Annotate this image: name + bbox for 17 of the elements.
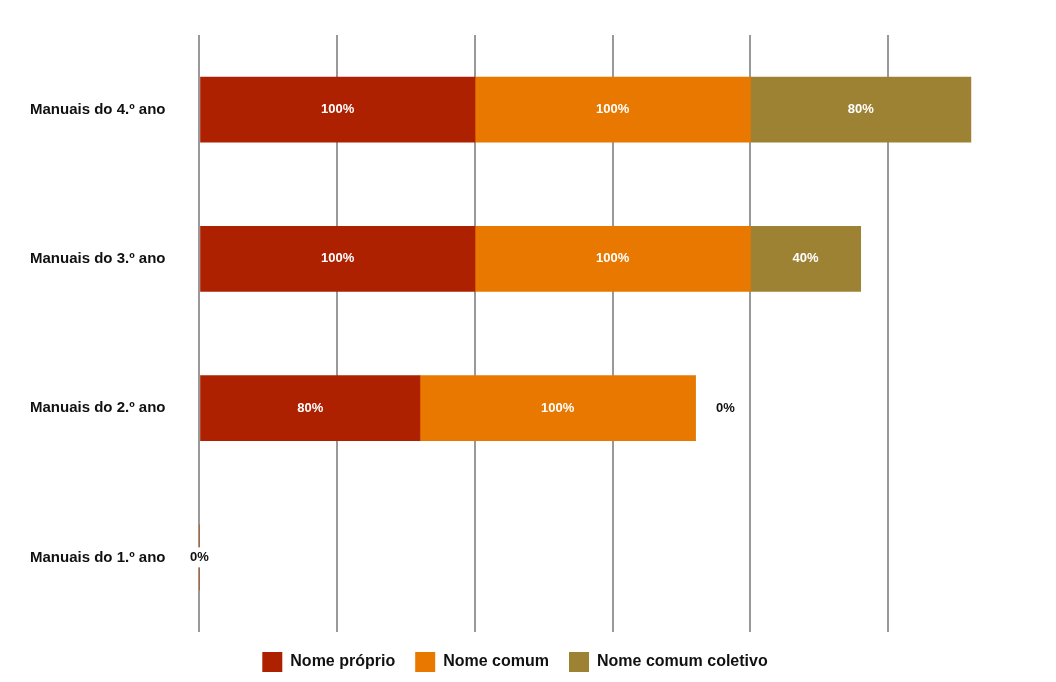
data-label: 100% [321,250,355,266]
data-label: 40% [792,250,820,266]
data-label: 0% [190,548,210,564]
legend-label: Nome próprio [290,652,396,670]
data-label: 100% [321,101,355,117]
legend-label: Nome comum coletivo [596,652,768,670]
data-label: 100% [541,399,575,415]
data-label: 0% [716,399,736,415]
data-label: 80% [297,399,324,415]
data-label: 100% [596,250,630,266]
legend-label: Nome comum [443,652,549,670]
data-label: 100% [596,101,630,117]
y-tick-label: Manuais do 4.º ano [30,99,166,117]
y-tick-label: Manuais do 2.º ano [30,398,166,416]
y-tick-label: Manuais do 3.º ano [30,249,166,267]
data-label: 80% [847,101,875,117]
y-tick-label: Manuais do 1.º ano [30,547,166,565]
